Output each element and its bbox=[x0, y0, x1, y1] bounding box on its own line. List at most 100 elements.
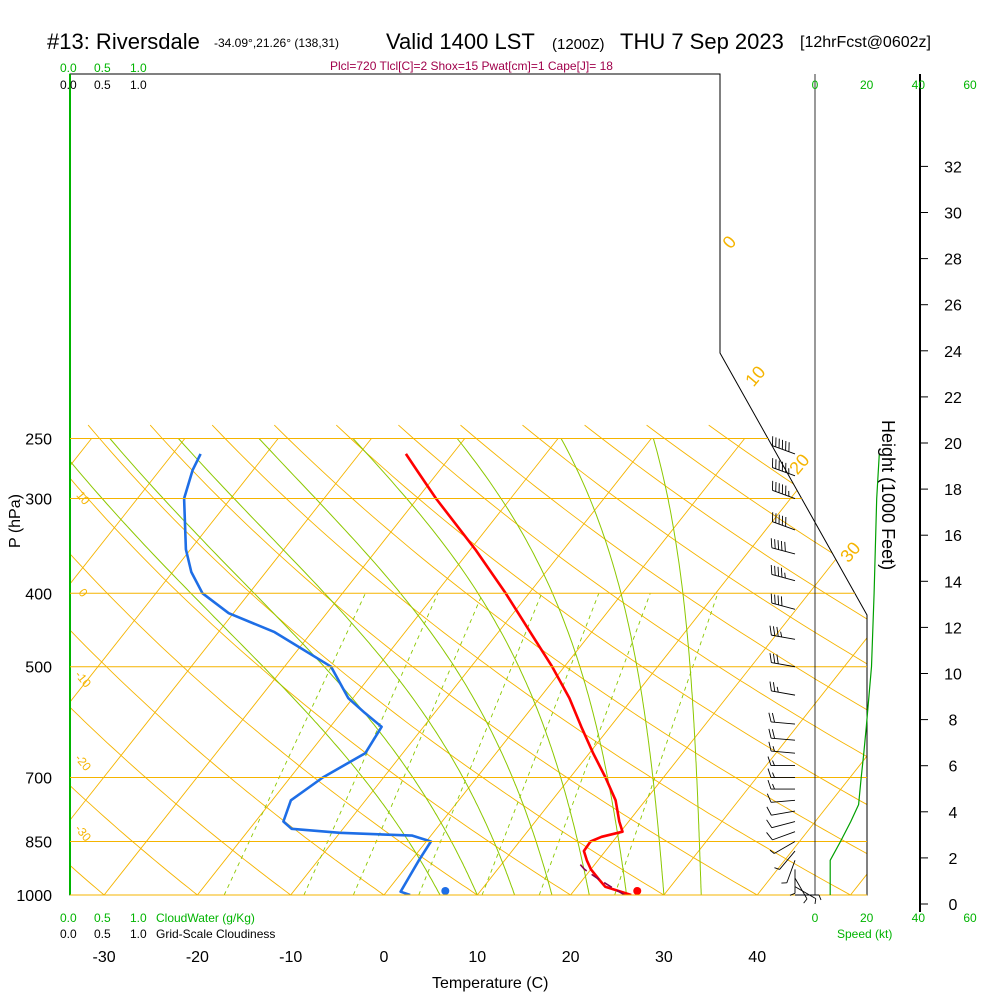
wind-barb bbox=[769, 625, 796, 640]
wind-barb-shaft bbox=[772, 521, 796, 531]
height-tick-label: 20 bbox=[944, 436, 962, 453]
station-coords: -34.09°,21.26° (138,31) bbox=[214, 36, 339, 50]
moist-adiabat-line bbox=[560, 438, 665, 895]
moist-adiabat-line bbox=[178, 438, 516, 895]
height-tick-label: 0 bbox=[949, 897, 958, 914]
dewpoint-profile bbox=[182, 453, 433, 895]
sounding-profiles bbox=[182, 453, 632, 895]
wind-barb bbox=[769, 681, 796, 696]
temperature-tick-label: 30 bbox=[655, 949, 673, 966]
wind-barb bbox=[766, 793, 796, 803]
wind-barb-shaft bbox=[771, 602, 796, 610]
cloudwater-label: CloudWater (g/Kg) bbox=[156, 911, 255, 925]
dry-adiabat-line bbox=[70, 706, 292, 895]
chart-header: #13: Riversdale -34.09°,21.26° (138,31) … bbox=[47, 29, 931, 73]
wind-barb-half-flag bbox=[772, 772, 775, 778]
height-tick-label: 12 bbox=[944, 620, 962, 637]
wind-barb-shaft bbox=[773, 841, 796, 854]
wind-barb bbox=[794, 886, 817, 905]
wind-barb-flag bbox=[770, 593, 773, 604]
mixing-ratio-label: 20 bbox=[608, 900, 627, 919]
pressure-tick-label: 700 bbox=[25, 771, 52, 788]
moist-adiabat-line bbox=[652, 438, 702, 895]
height-tick-label: 18 bbox=[944, 482, 962, 499]
moist-adiabat-line bbox=[258, 438, 553, 895]
wind-barb bbox=[795, 894, 822, 901]
temperature-profile bbox=[404, 453, 632, 895]
wind-barb-shaft bbox=[771, 690, 796, 696]
wind-barb-half-flag bbox=[772, 746, 776, 752]
isotherm-line bbox=[70, 438, 186, 585]
wind-barb-shaft bbox=[771, 574, 796, 582]
forecast-info: [12hrFcst@0602z] bbox=[800, 34, 931, 51]
wind-barb bbox=[766, 831, 796, 841]
dry-adiabat-line bbox=[70, 477, 572, 895]
speed-tick-label-bottom: 60 bbox=[963, 911, 977, 925]
mixing-ratio-line bbox=[303, 593, 439, 895]
wind-barb bbox=[768, 741, 796, 754]
dry-adiabat-line bbox=[522, 424, 867, 665]
wind-barb-shaft bbox=[794, 886, 817, 900]
mixing-ratio-label: 8 bbox=[477, 903, 493, 916]
cloudwater-scale-2: 1.0 bbox=[130, 61, 147, 75]
height-tick-label: 2 bbox=[949, 851, 958, 868]
pressure-tick-label: 500 bbox=[25, 660, 52, 677]
mixing-ratio-label: 2 bbox=[299, 903, 315, 916]
height-tick-label: 8 bbox=[949, 713, 958, 730]
isotherm-line bbox=[756, 755, 867, 895]
cloudwater-scale-bottom-0: 0.0 bbox=[60, 911, 77, 925]
wind-barb-flag bbox=[770, 564, 773, 575]
wind-barb-half-flag bbox=[789, 892, 796, 896]
wind-barb-flag bbox=[784, 541, 786, 552]
wind-barb bbox=[769, 841, 796, 854]
temperature-tick-label: 10 bbox=[468, 949, 486, 966]
wind-barb bbox=[771, 512, 796, 531]
height-tick-label: 30 bbox=[944, 206, 962, 223]
wind-barb-flag bbox=[767, 756, 772, 766]
valid-time: Valid 1400 LST bbox=[386, 29, 535, 54]
wind-barb-flag bbox=[770, 538, 773, 548]
wind-barb-flag bbox=[772, 626, 776, 636]
wind-barb bbox=[769, 653, 796, 668]
wind-barb-flag bbox=[776, 654, 779, 664]
cloudwater-scale-1: 0.5 bbox=[94, 61, 111, 75]
dry-adiabat-line bbox=[211, 424, 852, 895]
wind-barb bbox=[768, 712, 796, 725]
mixing-ratio-label: 12 bbox=[532, 900, 551, 919]
wind-barb-half-flag bbox=[769, 849, 775, 854]
dry-adiabat-line bbox=[584, 424, 867, 620]
cloudiness-scale-bottom-0: 0.0 bbox=[60, 927, 77, 941]
cloudiness-scale-1: 0.5 bbox=[94, 78, 111, 92]
height-tick-label: 26 bbox=[944, 298, 962, 315]
wind-barb-half-flag bbox=[784, 572, 786, 579]
cloudwater-scale-bottom-1: 0.5 bbox=[94, 911, 111, 925]
wind-barb-half-flag bbox=[814, 898, 817, 905]
surface-temperature-marker bbox=[633, 887, 642, 895]
wind-barb bbox=[767, 768, 795, 778]
mixing-ratio-line bbox=[614, 593, 719, 895]
wind-barb-flag bbox=[774, 565, 776, 576]
dry-adiabat-line bbox=[70, 784, 199, 895]
speed-legend: Speed (kt) bbox=[837, 927, 892, 941]
wind-barb-shaft bbox=[771, 799, 796, 803]
mixing-ratio-line bbox=[538, 593, 651, 895]
wind-barb-flag bbox=[766, 819, 773, 828]
mixing-ratio-label: 3 bbox=[348, 903, 364, 916]
wind-barb-shaft bbox=[771, 721, 796, 725]
wind-barb-flag bbox=[777, 566, 780, 577]
wind-barb-shaft bbox=[771, 810, 796, 816]
wind-barb-shaft bbox=[772, 467, 796, 477]
temperature-tick-label: 0 bbox=[380, 949, 389, 966]
height-tick-label: 10 bbox=[944, 667, 962, 684]
speed-tick-label-bottom: 40 bbox=[912, 911, 926, 925]
temperature-tick-label: 20 bbox=[562, 949, 580, 966]
forecast-date: THU 7 Sep 2023 bbox=[620, 29, 784, 54]
wind-barb bbox=[766, 806, 796, 816]
x-axis-label: Temperature (C) bbox=[432, 975, 548, 992]
cloudiness-scale-bottom-2: 1.0 bbox=[130, 927, 147, 941]
wind-barb-flag bbox=[780, 540, 783, 551]
parcel-path bbox=[575, 859, 626, 895]
wind-barb-half-flag bbox=[780, 631, 783, 638]
wind-barb-half-flag bbox=[803, 898, 808, 904]
dry-adiabat-line bbox=[460, 424, 867, 711]
